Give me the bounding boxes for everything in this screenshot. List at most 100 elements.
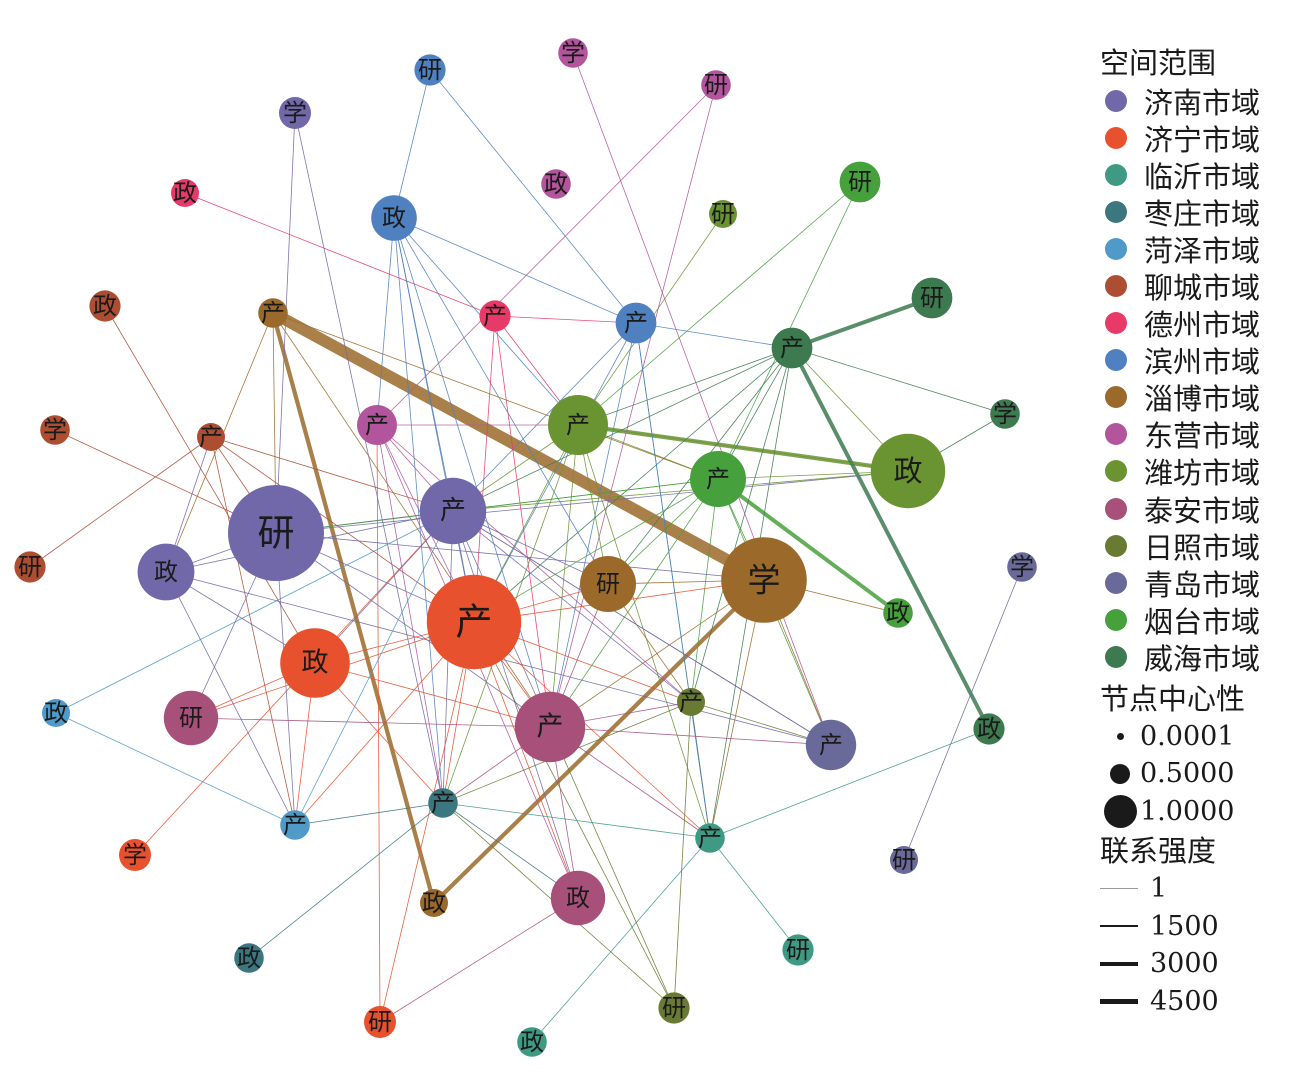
node-circle [890, 846, 918, 874]
legend-region-label: 威海市域 [1144, 641, 1261, 676]
node-circle [258, 298, 288, 328]
node-label: 政 [93, 292, 117, 320]
edge-jin-zheng-ta-chan [314, 662, 551, 728]
node-circle [479, 300, 511, 332]
node-circle [695, 823, 725, 853]
node-dy-chan: 产 [357, 405, 397, 445]
node-circle [658, 992, 690, 1024]
node-circle [771, 327, 813, 369]
node-circle [364, 1006, 396, 1038]
node-label: 政 [886, 599, 910, 627]
node-label: 产 [780, 334, 804, 362]
node-zb-yan: 研 [580, 556, 636, 612]
node-label: 研 [704, 71, 728, 99]
legend-region-item: 潍坊市域 [1100, 453, 1300, 490]
edge-bz-chan-ta-chan [549, 322, 637, 728]
legend-region-item: 临沂市域 [1100, 156, 1300, 194]
edge-wh-chan-rz-chan [690, 347, 793, 703]
node-wh-xue: 学 [990, 399, 1020, 429]
legend-centrality-item: 0.5000 [1100, 755, 1300, 793]
node-circle [197, 423, 225, 451]
legend-strength-line [1100, 998, 1138, 1004]
node-label: 产 [624, 309, 648, 337]
legend-region-label: 泰安市域 [1144, 493, 1261, 528]
node-zb-zheng: 政 [420, 889, 448, 917]
node-circle [541, 169, 571, 199]
node-yt-zheng: 政 [883, 598, 913, 628]
node-circle [228, 485, 324, 581]
legend-region-item: 东营市域 [1100, 416, 1300, 453]
node-circle [973, 713, 1005, 745]
node-jin-xue: 学 [119, 839, 151, 871]
legend-strength-label: 1 [1150, 873, 1168, 905]
node-label: 政 [44, 699, 68, 727]
node-label: 学 [561, 39, 585, 67]
node-jn-chan: 产 [419, 477, 487, 545]
edge-dy-chan-zz-chan [376, 424, 444, 804]
edge-dz-chan-ta-chan [494, 315, 551, 728]
edge-qd-yan-qd-xue [903, 566, 1023, 861]
node-label: 政 [422, 889, 446, 917]
edge-rz-chan-rz-yan [673, 701, 692, 1009]
node-circle [119, 839, 151, 871]
edge-ta-zheng-jin-yan [379, 897, 579, 1023]
legend-region-swatch [1105, 497, 1127, 520]
edge-bz-zheng-dy-chan [376, 217, 395, 426]
edge-dy-yan-dy-chan [376, 84, 717, 426]
node-circle [137, 543, 195, 601]
legend-centrality-item: 1.0000 [1100, 793, 1300, 831]
node-jin-chan: 产 [426, 574, 522, 670]
legend-region-swatch [1105, 571, 1127, 594]
node-label: 学 [123, 841, 147, 869]
edge-ta-chan-ta-yan [190, 717, 551, 728]
edge-dz-chan-jin-chan [473, 315, 496, 623]
legend-region-swatch [1105, 349, 1127, 372]
legend-region-swatch [1105, 423, 1127, 446]
node-circle [42, 699, 70, 727]
edge-ly-yan-ly-chan [709, 837, 799, 951]
node-label: 政 [893, 454, 922, 488]
legend-region-title: 空间范围 [1100, 46, 1217, 80]
node-circle [677, 688, 705, 716]
node-circle [615, 302, 657, 344]
edge-dy-xue-qd-chan [572, 52, 832, 746]
legend-region-swatch [1105, 534, 1127, 557]
node-circle [690, 451, 746, 507]
edge-wh-xue-wh-chan [791, 347, 1006, 415]
edge-zz-chan-ta-zheng [442, 802, 579, 899]
node-circle [514, 691, 586, 763]
node-circle [550, 870, 606, 926]
node-label: 产 [365, 411, 389, 439]
edge-zb-xue-ta-chan [549, 579, 765, 728]
legend-region-swatch [1105, 312, 1127, 335]
node-label: 产 [440, 496, 466, 526]
node-zb-xue: 学 [721, 537, 807, 623]
node-circle [870, 433, 946, 509]
node-bz-zheng: 政 [371, 195, 417, 241]
legend-region-swatch [1105, 275, 1127, 298]
node-circle [428, 788, 458, 818]
legend-region-label: 聊城市域 [1144, 271, 1261, 306]
node-circle [701, 70, 731, 100]
legend-region-item: 济南市域 [1100, 82, 1300, 120]
edge-bz-zheng-zb-yan [393, 217, 609, 585]
node-circle [14, 551, 46, 583]
node-label: 产 [706, 465, 730, 493]
legend-region-item: 枣庄市域 [1100, 193, 1300, 231]
edge-dy-yan-ta-chan [549, 84, 717, 728]
node-label: 政 [977, 715, 1001, 743]
edge-rz-yan-jin-chan [473, 621, 675, 1009]
edge-jin-chan-ta-zheng [473, 621, 579, 899]
legend-region-swatch [1105, 200, 1127, 223]
node-label: 政 [544, 170, 568, 198]
node-label: 政 [173, 179, 197, 207]
edge-jn-chan-rz-chan [452, 510, 692, 703]
node-rz-chan: 产 [677, 688, 705, 716]
edge-zb-chan-yt-chan [272, 312, 719, 480]
edge-zb-xue-ly-chan [709, 579, 765, 839]
legend-region-label: 临沂市域 [1144, 159, 1261, 194]
node-lc-yan: 研 [14, 551, 46, 583]
legend-region-item: 泰安市域 [1100, 490, 1300, 528]
node-label: 产 [283, 811, 307, 839]
